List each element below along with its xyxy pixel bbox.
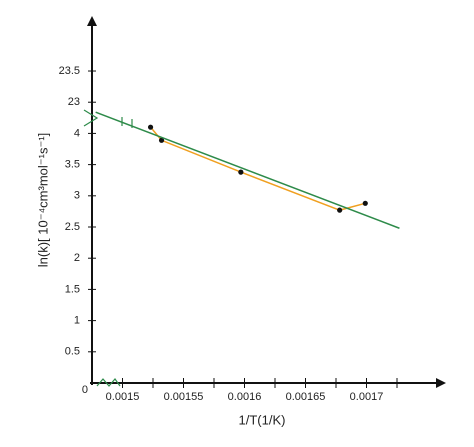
y-tick-label: 0.5 (65, 346, 80, 358)
data-point (147, 124, 154, 130)
y-tick-label: 4 (74, 127, 80, 139)
data-point (362, 200, 368, 206)
axis-break (83, 109, 99, 127)
y-tick-label: 2 (74, 252, 80, 264)
axis-break (96, 378, 121, 387)
y-tick-label: 23.5 (59, 65, 80, 77)
series-line (149, 126, 366, 211)
x-tick-label: 0.00155 (164, 391, 204, 403)
y-axis-title: ln(k)[ 10⁻⁴cm³mol⁻¹s⁻¹] (35, 133, 50, 268)
data-point (238, 169, 244, 175)
data-point (158, 137, 165, 143)
y-tick-label: 3.5 (65, 159, 80, 171)
y-tick-label: 3 (74, 190, 80, 202)
y-tick-label: 2.5 (65, 221, 80, 233)
x-tick-label: 0.00165 (286, 391, 326, 403)
x-axis-title: 1/T(1/K) (239, 412, 286, 427)
series-line (95, 111, 400, 229)
y-tick-label: 0 (82, 384, 88, 396)
x-tick-label: 0.0015 (106, 391, 140, 403)
y-tick-label: 23 (68, 96, 80, 108)
x-tick-label: 0.0016 (228, 391, 262, 403)
y-tick-label: 1 (74, 315, 80, 327)
y-tick-label: 1.5 (65, 283, 80, 295)
data-point (337, 207, 343, 213)
x-tick-label: 0.0017 (350, 391, 384, 403)
